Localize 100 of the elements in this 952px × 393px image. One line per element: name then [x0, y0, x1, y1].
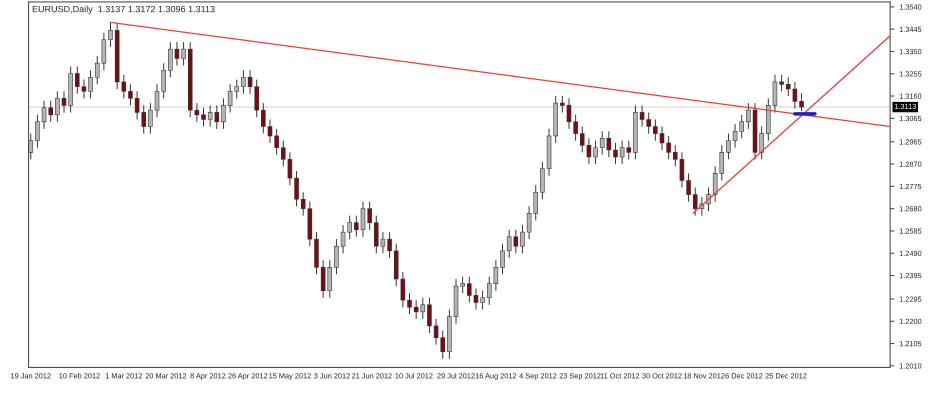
candlestick [141, 104, 146, 134]
candlestick [374, 215, 379, 254]
candlestick [660, 126, 664, 150]
candlestick [613, 142, 618, 165]
candlestick [380, 232, 386, 254]
candlestick [680, 152, 684, 188]
candlestick [666, 135, 671, 160]
candlestick [600, 130, 604, 156]
candlestick [653, 119, 658, 142]
candlestick [739, 114, 744, 139]
candlestick [320, 260, 326, 298]
candlestick [48, 100, 53, 122]
candlestick [500, 243, 505, 275]
candlestick [772, 74, 778, 113]
candlestick [560, 96, 565, 113]
candlestick [407, 292, 412, 315]
candlestick [686, 172, 691, 202]
candlestick [640, 104, 644, 128]
candlestick [221, 98, 226, 130]
candlestick [646, 112, 651, 134]
candlestick [55, 90, 60, 122]
candlestick [692, 187, 698, 216]
candlestick [134, 90, 140, 120]
candlestick [480, 290, 485, 310]
candlestick [208, 104, 212, 128]
candlestick [154, 84, 160, 118]
candlestick [506, 229, 512, 258]
candlestick [526, 206, 532, 240]
candlestick [62, 90, 66, 113]
candlestick [294, 170, 299, 207]
candlestick [746, 102, 751, 130]
candlestick [486, 276, 492, 306]
candlestick [626, 140, 632, 160]
candlestick [75, 66, 80, 94]
candlestick [573, 114, 578, 142]
candlestick [194, 102, 200, 122]
candlestick [268, 119, 272, 144]
candlestick [792, 81, 798, 109]
candlestick [712, 166, 718, 202]
candlestick [234, 79, 240, 99]
candlestick [108, 22, 113, 48]
candlestick [514, 229, 518, 254]
candlestick [254, 79, 259, 118]
candlestick [288, 152, 292, 186]
candlestick [161, 62, 166, 99]
candlestick [540, 161, 545, 200]
candlestick [779, 74, 784, 92]
candlestick [593, 140, 598, 165]
candlestick [300, 192, 306, 216]
candlestick [148, 102, 153, 134]
candlestick [414, 300, 418, 320]
candlestick [726, 133, 731, 160]
candlestick [241, 70, 246, 94]
candlestick [328, 260, 332, 298]
candlestick [732, 124, 738, 148]
candlestick [387, 232, 392, 258]
candlestick [88, 70, 93, 99]
candlestick [586, 138, 592, 165]
candlestick [228, 84, 232, 113]
candlestick [799, 92, 804, 112]
candlestick [201, 107, 206, 128]
candlestick [42, 100, 46, 130]
candlestick [434, 318, 438, 346]
candlestick [566, 98, 572, 130]
chart-title: EURUSD,Daily 1.3137 1.3172 1.3096 1.3113 [32, 6, 215, 14]
candlestick [520, 224, 525, 254]
candlestick [168, 42, 173, 78]
candlestick [102, 32, 106, 71]
candlestick [620, 140, 624, 165]
candlestick [94, 56, 100, 85]
candlestick [759, 126, 764, 160]
candlestick [460, 276, 465, 294]
candlestick [673, 144, 678, 167]
candlestick [580, 126, 585, 153]
candlestick [214, 104, 220, 130]
candlestick [181, 42, 186, 66]
candlestick [35, 114, 40, 148]
candlestick [280, 140, 286, 167]
candlestick [360, 201, 366, 238]
candlestick [128, 84, 133, 106]
candlestick [786, 76, 791, 97]
candlestick [720, 144, 724, 181]
candlestick [606, 130, 612, 158]
candlestick [261, 102, 266, 134]
candlestick [122, 74, 126, 99]
candlestick [340, 224, 346, 254]
candlestick [174, 42, 180, 66]
candlestick [82, 79, 86, 99]
candlestick [467, 276, 472, 303]
candlestick [533, 184, 538, 221]
candlestick [334, 238, 339, 275]
candlestick [347, 215, 352, 240]
candlestick [474, 288, 478, 310]
candlestick [367, 201, 372, 230]
candlestick [400, 271, 406, 308]
candlestick [427, 297, 432, 334]
candlestick [494, 260, 498, 292]
candlestick [354, 215, 359, 238]
candlestick [274, 128, 279, 156]
candlestick [248, 70, 252, 94]
